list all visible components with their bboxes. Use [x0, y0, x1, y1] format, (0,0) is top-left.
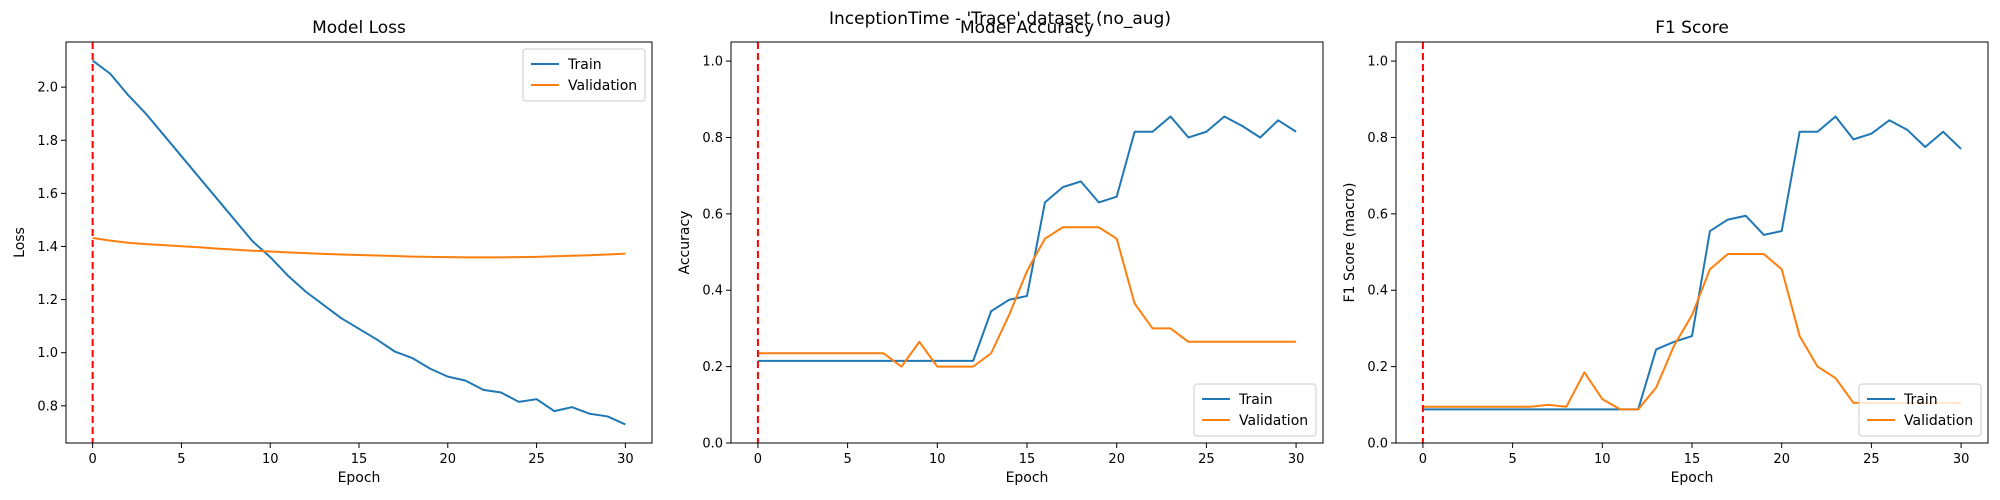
x-tick-label: 5: [1508, 452, 1516, 467]
x-tick-label: 5: [177, 452, 185, 467]
x-tick-label: 10: [1594, 452, 1611, 467]
plot-title: Model Accuracy: [960, 18, 1094, 38]
legend: Train Validation: [522, 48, 646, 102]
x-tick-label: 20: [1108, 452, 1125, 467]
x-tick-label: 25: [1198, 452, 1215, 467]
figure-title: InceptionTime - 'Trace' dataset (no_aug): [829, 9, 1171, 29]
x-tick-label: 30: [1288, 452, 1305, 467]
y-tick-label: 0.6: [1367, 207, 1388, 222]
legend: Train Validation: [1858, 383, 1982, 437]
x-tick-label: 30: [1953, 452, 1970, 467]
y-axis-label: Accuracy: [677, 211, 693, 275]
legend-label: Train: [1903, 392, 1938, 408]
y-tick-label: 1.6: [37, 187, 58, 202]
plot-title: Model Loss: [312, 18, 406, 38]
x-tick-label: 15: [351, 452, 368, 467]
series-line-train: [92, 59, 626, 426]
legend: Train Validation: [1193, 383, 1317, 437]
series-line-train: [757, 115, 1297, 362]
y-tick-label: 0.8: [702, 131, 723, 146]
subplot-2: Model Accuracy 0 5 10 15 20 25 30 0.0 0.2 0.4 0.6 0.…: [677, 18, 1324, 486]
legend-box: [522, 48, 646, 102]
y-tick-label: 0.6: [702, 207, 723, 222]
y-tick-label: 1.0: [37, 346, 58, 361]
x-axis-label: Epoch: [1006, 470, 1049, 486]
plot-frame: [65, 41, 653, 444]
legend-label: Train: [1238, 392, 1273, 408]
y-axis-label: F1 Score (macro): [1342, 183, 1358, 303]
y-tick-label: 0.8: [1367, 131, 1388, 146]
y-tick-label: 0.2: [702, 360, 723, 375]
y-tick-label: 2.0: [37, 81, 58, 96]
x-tick-label: 10: [929, 452, 946, 467]
y-tick-label: 0.4: [702, 284, 723, 299]
x-tick-label: 15: [1019, 452, 1036, 467]
subplots: Model Loss 0 5 10 15 20 25 30 0.8 1.0 1.2 1.4 1.6 1.8…: [12, 18, 1989, 486]
subplot-3: F1 Score 0 5 10 15 20 25 30 0.0 0.2 0.4 0.6 0.8 1.0 Ep…: [1342, 18, 1989, 486]
y-tick-label: 1.0: [1367, 55, 1388, 70]
series-line-validation: [757, 226, 1297, 368]
x-tick-label: 20: [440, 452, 457, 467]
x-tick-label: 5: [843, 452, 851, 467]
y-tick-label: 0.0: [1367, 437, 1388, 452]
legend-label: Validation: [1904, 413, 1973, 429]
x-axis-label: Epoch: [338, 470, 381, 486]
y-tick-label: 1.8: [37, 134, 58, 149]
x-axis-label: Epoch: [1671, 470, 1714, 486]
y-tick-label: 0.0: [702, 437, 723, 452]
x-tick-label: 30: [617, 452, 634, 467]
y-tick-label: 1.4: [37, 240, 58, 255]
x-tick-label: 25: [528, 452, 545, 467]
y-tick-label: 0.2: [1367, 360, 1388, 375]
subplot-1: Model Loss 0 5 10 15 20 25 30 0.8 1.0 1.2 1.4 1.6 1.8…: [12, 18, 653, 486]
plot-frame: [1395, 41, 1989, 444]
plot-title: F1 Score: [1655, 18, 1729, 38]
series-line-validation: [92, 237, 626, 259]
x-tick-label: 10: [262, 452, 279, 467]
series-line-train: [1422, 115, 1962, 411]
legend-label: Train: [567, 57, 602, 73]
y-tick-label: 1.2: [37, 293, 58, 308]
y-tick-label: 0.4: [1367, 284, 1388, 299]
y-tick-label: 0.8: [37, 399, 58, 414]
x-tick-label: 15: [1684, 452, 1701, 467]
y-tick-label: 1.0: [702, 55, 723, 70]
plot-frame: [730, 41, 1324, 444]
legend-box: [1193, 383, 1317, 437]
x-tick-label: 20: [1773, 452, 1790, 467]
x-tick-label: 25: [1863, 452, 1880, 467]
legend-label: Validation: [1239, 413, 1308, 429]
legend-label: Validation: [568, 78, 637, 94]
x-tick-label: 0: [754, 452, 762, 467]
y-axis-label: Loss: [12, 227, 28, 258]
x-tick-label: 0: [1419, 452, 1427, 467]
legend-box: [1858, 383, 1982, 437]
x-tick-label: 0: [88, 452, 96, 467]
